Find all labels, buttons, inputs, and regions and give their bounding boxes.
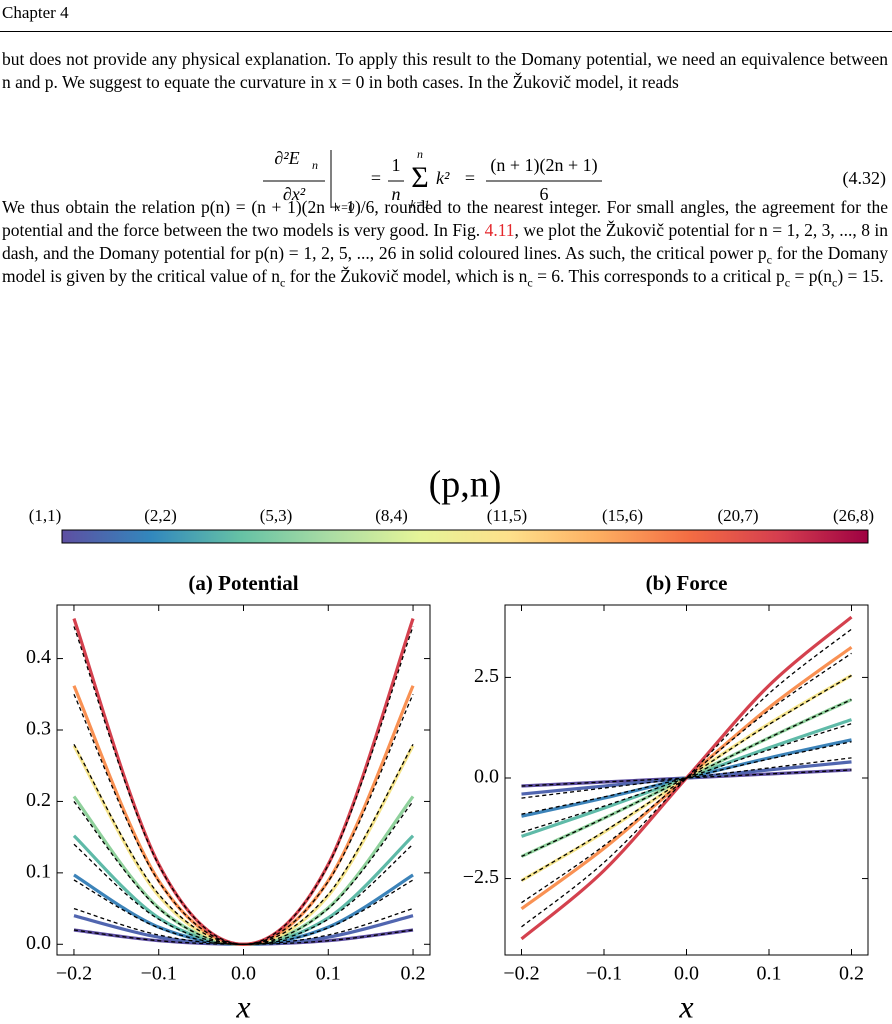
dashed-line bbox=[73, 694, 414, 945]
subscript: c bbox=[279, 275, 286, 290]
eq-text: k² bbox=[436, 168, 450, 188]
dashed-line bbox=[73, 929, 414, 945]
colorbar-label: (20,7) bbox=[717, 506, 758, 525]
y-tick-label: 0.3 bbox=[26, 718, 51, 740]
chart-title: (b) Force bbox=[646, 571, 728, 595]
dashed-line bbox=[521, 769, 852, 787]
x-tick-label: 0.1 bbox=[757, 963, 782, 985]
colorbar bbox=[61, 529, 869, 544]
plot-area bbox=[520, 615, 853, 941]
colorbar-label: (8,4) bbox=[375, 506, 408, 525]
equation: ∂²E n ∂x² x=0 = 1 n Σ n k=1 k² = (n + 1)… bbox=[263, 147, 886, 214]
x-tick-label: −0.2 bbox=[56, 963, 92, 985]
y-tick-label: −2.5 bbox=[463, 866, 499, 888]
subscript: c bbox=[832, 275, 838, 290]
colorbar-label: (26,8) bbox=[833, 506, 874, 525]
paragraph: but does not provide any physical explan… bbox=[2, 48, 888, 94]
dashed-line bbox=[73, 801, 414, 945]
eq-text: n bbox=[392, 184, 401, 204]
colorbar-label: (2,2) bbox=[144, 506, 177, 525]
plot-area bbox=[72, 618, 415, 946]
dashed-line bbox=[521, 674, 852, 882]
y-tick-label: 0.0 bbox=[474, 766, 499, 788]
colorbar-label: (5,3) bbox=[260, 506, 293, 525]
text: = 6. This corresponds to a critical p bbox=[532, 266, 785, 286]
x-tick-label: 0.0 bbox=[231, 963, 256, 985]
chart-title: (a) Potential bbox=[188, 571, 298, 595]
x-axis-label: x bbox=[678, 988, 693, 1024]
y-tick-label: 0.4 bbox=[26, 646, 51, 668]
text: , we plot the Žukovič potential for n = … bbox=[2, 220, 888, 263]
dashed-line bbox=[521, 757, 852, 799]
text: We thus obtain the relation p(n) = (n + … bbox=[2, 197, 888, 240]
dashed-line bbox=[521, 698, 852, 858]
eq-text: n bbox=[312, 158, 318, 172]
y-tick-label: 0.1 bbox=[26, 860, 51, 882]
eq-text: 6 bbox=[540, 184, 549, 204]
chapter-header: Chapter 4 bbox=[2, 3, 69, 22]
header-rule bbox=[0, 31, 892, 32]
colorbar-label: (15,6) bbox=[602, 506, 643, 525]
x-tick-label: 0.1 bbox=[316, 963, 341, 985]
equation-number: (4.32) bbox=[843, 168, 887, 189]
colorbar-title: (p,n) bbox=[429, 464, 502, 506]
colorbar-label: (11,5) bbox=[487, 506, 527, 525]
subscript: c bbox=[527, 275, 533, 290]
y-tick-label: 0.0 bbox=[26, 932, 51, 954]
x-tick-label: 0.2 bbox=[839, 963, 864, 985]
dashed-line bbox=[73, 843, 414, 945]
text: for the Domany model is given by the cri… bbox=[2, 243, 888, 286]
dashed-line bbox=[521, 723, 852, 833]
subscript: c bbox=[766, 252, 772, 267]
x-tick-label: 0.2 bbox=[401, 963, 426, 985]
eq-text: Σ bbox=[411, 161, 428, 194]
eq-text: x=0 bbox=[334, 200, 354, 214]
y-tick-label: 0.2 bbox=[26, 789, 51, 811]
y-tick-label: 2.5 bbox=[474, 665, 499, 687]
eq-text: k=1 bbox=[410, 197, 429, 211]
x-tick-label: 0.0 bbox=[674, 963, 699, 985]
text: ) = 15. bbox=[837, 266, 884, 286]
eq-text: ∂²E bbox=[274, 148, 299, 168]
text: for the Žukovič model, which is n bbox=[285, 266, 528, 286]
dashed-line bbox=[73, 907, 414, 945]
paragraph: We thus obtain the relation p(n) = (n + … bbox=[2, 196, 888, 290]
dashed-line bbox=[521, 652, 852, 904]
x-tick-label: −0.2 bbox=[503, 963, 539, 985]
eq-text: = bbox=[371, 168, 381, 188]
text: but does not provide any physical explan… bbox=[2, 49, 888, 92]
eq-text: (n + 1)(2n + 1) bbox=[490, 155, 597, 176]
eq-text: 1 bbox=[392, 155, 401, 175]
eq-text: n bbox=[417, 147, 423, 161]
x-tick-label: −0.1 bbox=[141, 963, 177, 985]
dashed-line bbox=[73, 626, 414, 945]
x-axis-label: x bbox=[235, 988, 250, 1024]
eq-text: ∂x² bbox=[283, 184, 306, 204]
text: = p(n bbox=[790, 266, 833, 286]
figure-ref[interactable]: 4.11 bbox=[484, 220, 515, 240]
x-tick-label: −0.1 bbox=[586, 963, 622, 985]
line bbox=[73, 914, 414, 946]
colorbar-label: (1,1) bbox=[29, 506, 62, 525]
line bbox=[73, 873, 414, 946]
subscript: c bbox=[784, 275, 791, 290]
eq-text: = bbox=[465, 168, 475, 188]
